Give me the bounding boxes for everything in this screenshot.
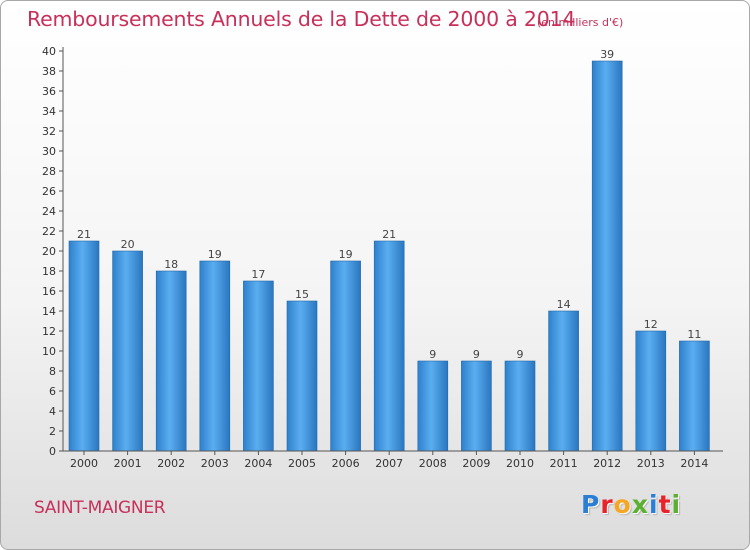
logo-letter: x [631, 490, 649, 519]
x-tick-label: 2000 [70, 457, 98, 470]
bar-2001 [112, 250, 143, 452]
bar-2007 [373, 240, 405, 452]
y-tick-label: 2 [49, 425, 56, 438]
y-tick-label: 6 [49, 385, 56, 398]
x-tick-label: 2004 [244, 457, 272, 470]
data-label-2002: 18 [164, 258, 178, 271]
y-tick-label: 0 [49, 445, 56, 458]
bar-2011 [548, 310, 579, 452]
data-label-2009: 9 [473, 348, 480, 361]
bar-2003 [199, 260, 231, 452]
data-label-2011: 14 [557, 298, 571, 311]
commune-name: SAINT-MAIGNER [34, 498, 166, 518]
bar-2010 [504, 360, 536, 452]
y-tick-label: 36 [42, 85, 56, 98]
x-tick-label: 2002 [157, 457, 185, 470]
logo-letter: r [600, 490, 614, 519]
bar-2000 [68, 240, 100, 452]
data-label-2003: 19 [208, 248, 222, 261]
logo-letter: i [671, 490, 682, 519]
data-label-2014: 11 [687, 328, 701, 341]
y-tick-label: 10 [42, 345, 56, 358]
x-axis: 2000 2001 2002 2003 2004 2005 2006 2007 2008 2009… [63, 450, 723, 470]
x-tick-label: 2005 [288, 457, 316, 470]
data-label-2000: 21 [77, 228, 91, 241]
y-tick-label: 26 [42, 185, 56, 198]
data-label-2010: 9 [517, 348, 524, 361]
y-tick-label: 22 [42, 225, 56, 238]
chart-subtitle: (en milliers d'€) [537, 16, 624, 29]
y-tick-label: 12 [42, 325, 56, 338]
bar-2005 [286, 300, 318, 452]
x-tick-label: 2013 [637, 457, 665, 470]
y-tick-label: 34 [42, 105, 56, 118]
x-tick-label: 2011 [550, 457, 578, 470]
data-label-2004: 17 [251, 268, 265, 281]
x-tick-label: 2001 [114, 457, 142, 470]
y-tick-label: 24 [42, 205, 56, 218]
logo-letter: P [581, 490, 601, 519]
data-label-2005: 15 [295, 288, 309, 301]
x-tick-label: 2014 [680, 457, 708, 470]
proxiti-logo: Proxiti [581, 490, 681, 519]
x-tick-label: 2009 [462, 457, 490, 470]
y-tick-label: 14 [42, 305, 56, 318]
chart-title: Remboursements Annuels de la Dette de 20… [27, 7, 576, 31]
y-tick-label: 40 [42, 45, 56, 58]
x-tick-label: 2010 [506, 457, 534, 470]
y-tick-label: 38 [42, 65, 56, 78]
data-label-2013: 12 [644, 318, 658, 331]
data-label-2006: 19 [339, 248, 353, 261]
bar-2009 [461, 360, 492, 452]
data-label-2001: 20 [121, 238, 135, 251]
y-tick-label: 16 [42, 285, 56, 298]
y-tick-label: 8 [49, 365, 56, 378]
data-label-2012: 39 [600, 48, 614, 61]
logo-letter: o [613, 490, 632, 519]
bar-2013 [635, 330, 667, 452]
bar-2004 [243, 280, 274, 452]
bar-2006 [330, 260, 361, 452]
y-tick-label: 18 [42, 265, 56, 278]
data-label-2008: 9 [429, 348, 436, 361]
x-tick-label: 2008 [419, 457, 447, 470]
bar-2012 [591, 60, 623, 452]
y-tick-label: 30 [42, 145, 56, 158]
bars: 21 20 18 19 17 15 19 21 9 9 9 14 39 12 11 [68, 48, 710, 452]
x-tick-label: 2003 [201, 457, 229, 470]
y-tick-label: 4 [49, 405, 56, 418]
x-tick-label: 2007 [375, 457, 403, 470]
data-label-2007: 21 [382, 228, 396, 241]
bar-2002 [155, 270, 187, 452]
x-tick-label: 2006 [332, 457, 360, 470]
bar-2008 [417, 360, 449, 452]
logo-letter: t [658, 490, 672, 519]
y-tick-label: 20 [42, 245, 56, 258]
y-tick-label: 32 [42, 125, 56, 138]
bar-2014 [679, 340, 710, 452]
y-tick-label: 28 [42, 165, 56, 178]
logo-letter: i [649, 490, 659, 519]
x-tick-label: 2012 [593, 457, 621, 470]
